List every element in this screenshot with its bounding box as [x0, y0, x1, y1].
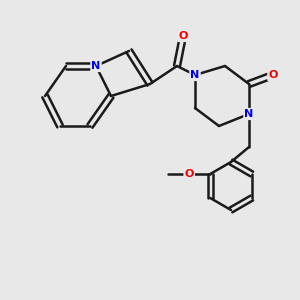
Text: N: N: [244, 109, 253, 119]
Text: O: O: [184, 169, 194, 179]
Text: N: N: [92, 61, 100, 71]
Text: O: O: [268, 70, 278, 80]
Text: O: O: [178, 31, 188, 41]
Text: N: N: [190, 70, 200, 80]
